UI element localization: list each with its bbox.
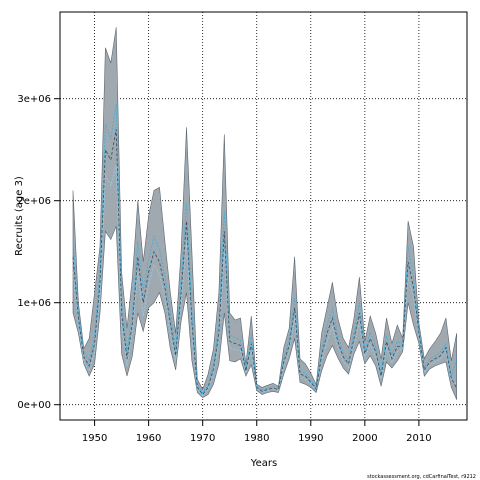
x-tick-label: 1980	[244, 433, 269, 444]
confidence-band	[72, 27, 457, 400]
x-tick-label: 2000	[352, 433, 377, 444]
y-tick-label: 2e+06	[17, 196, 51, 207]
y-axis-title: Recruits (age 3)	[14, 176, 25, 256]
x-tick-label: 1990	[298, 433, 323, 444]
y-tick-label: 3e+06	[17, 94, 51, 105]
plot-frame	[59, 11, 468, 421]
grid-lines	[60, 12, 467, 420]
x-tick-label: 1950	[82, 433, 107, 444]
series-lines	[72, 103, 458, 397]
median-line	[72, 129, 458, 396]
credit-text: stockassessment.org, cdCarfinalTest, r92…	[367, 474, 476, 480]
x-axis: 1950 1960 1970 1980 1990 2000 2010	[82, 420, 432, 444]
y-tick-label: 1e+06	[17, 298, 51, 309]
confidence-band-area	[72, 27, 457, 400]
series-line	[72, 103, 458, 394]
x-tick-label: 1970	[190, 433, 215, 444]
x-axis-title: Years	[250, 458, 277, 469]
x-tick-label: 2010	[406, 433, 431, 444]
y-tick-label: 0e+00	[17, 400, 51, 411]
series-line	[72, 164, 457, 397]
y-axis: 0e+00 1e+06 2e+06 3e+06	[17, 94, 60, 411]
x-tick-label: 1960	[136, 433, 161, 444]
